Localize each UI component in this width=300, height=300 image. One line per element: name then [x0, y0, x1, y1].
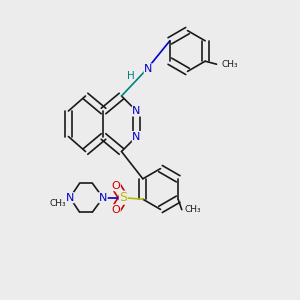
- Text: N: N: [66, 193, 74, 203]
- Text: N: N: [132, 106, 141, 116]
- Text: N: N: [144, 64, 153, 74]
- Text: O: O: [112, 205, 120, 215]
- Text: N: N: [132, 131, 141, 142]
- Text: S: S: [119, 191, 127, 204]
- Text: CH₃: CH₃: [50, 199, 66, 208]
- Text: O: O: [112, 181, 120, 191]
- Text: H: H: [127, 70, 134, 81]
- Text: CH₃: CH₃: [185, 205, 201, 214]
- Text: N: N: [99, 193, 107, 203]
- Text: CH₃: CH₃: [221, 60, 238, 69]
